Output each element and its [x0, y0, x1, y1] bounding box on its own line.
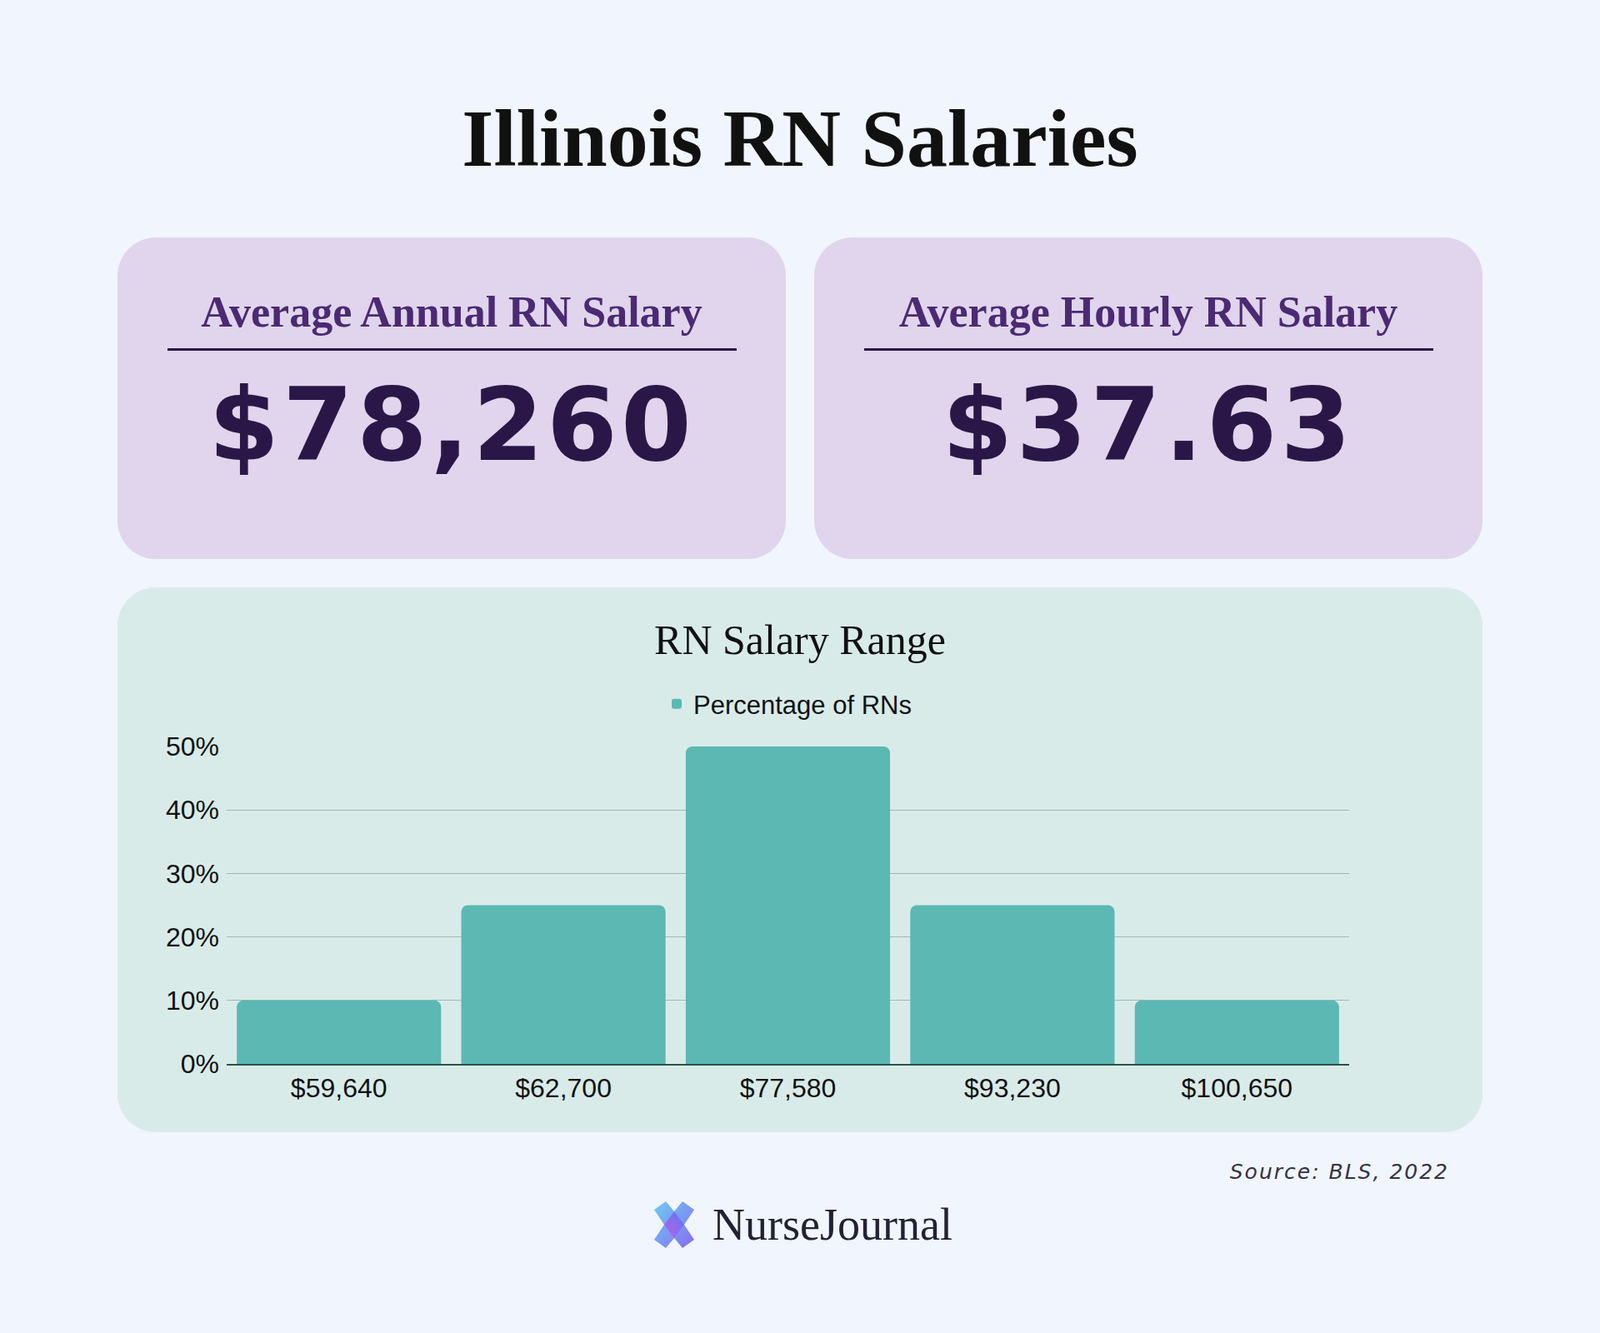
svg-text:Percentage of RNs: Percentage of RNs: [693, 690, 912, 720]
html-text:NurseJournal: NurseJournal: [712, 1200, 953, 1250]
svg-text:RN Salary Range: RN Salary Range: [654, 616, 946, 664]
svg-text:10%: 10%: [165, 985, 220, 1016]
svg-text:20%: 20%: [165, 922, 220, 953]
html-text:Average Annual RN Salary: Average Annual RN Salary: [201, 288, 703, 336]
svg-text:40%: 40%: [165, 795, 220, 825]
svg-text:50%: 50%: [165, 731, 220, 762]
html-text:Average Hourly RN Salary: Average Hourly RN Salary: [899, 288, 1398, 336]
html-text:Illinois RN Salaries: Illinois RN Salaries: [461, 93, 1139, 184]
svg-text:$59,640: $59,640: [290, 1073, 388, 1104]
svg-text:$93,230: $93,230: [964, 1073, 1061, 1104]
svg-text:$62,700: $62,700: [515, 1073, 612, 1104]
svg-text:0%: 0%: [180, 1049, 220, 1080]
svg-text:$77,580: $77,580: [740, 1073, 837, 1104]
html-text:Source: BLS, 2022: Source: BLS, 2022: [1229, 1160, 1450, 1185]
svg-text:30%: 30%: [165, 859, 220, 890]
svg-text:$100,650: $100,650: [1181, 1073, 1293, 1104]
html-text:$37.63: $37.63: [942, 365, 1355, 485]
html-text:$78,260: $78,260: [208, 365, 695, 485]
